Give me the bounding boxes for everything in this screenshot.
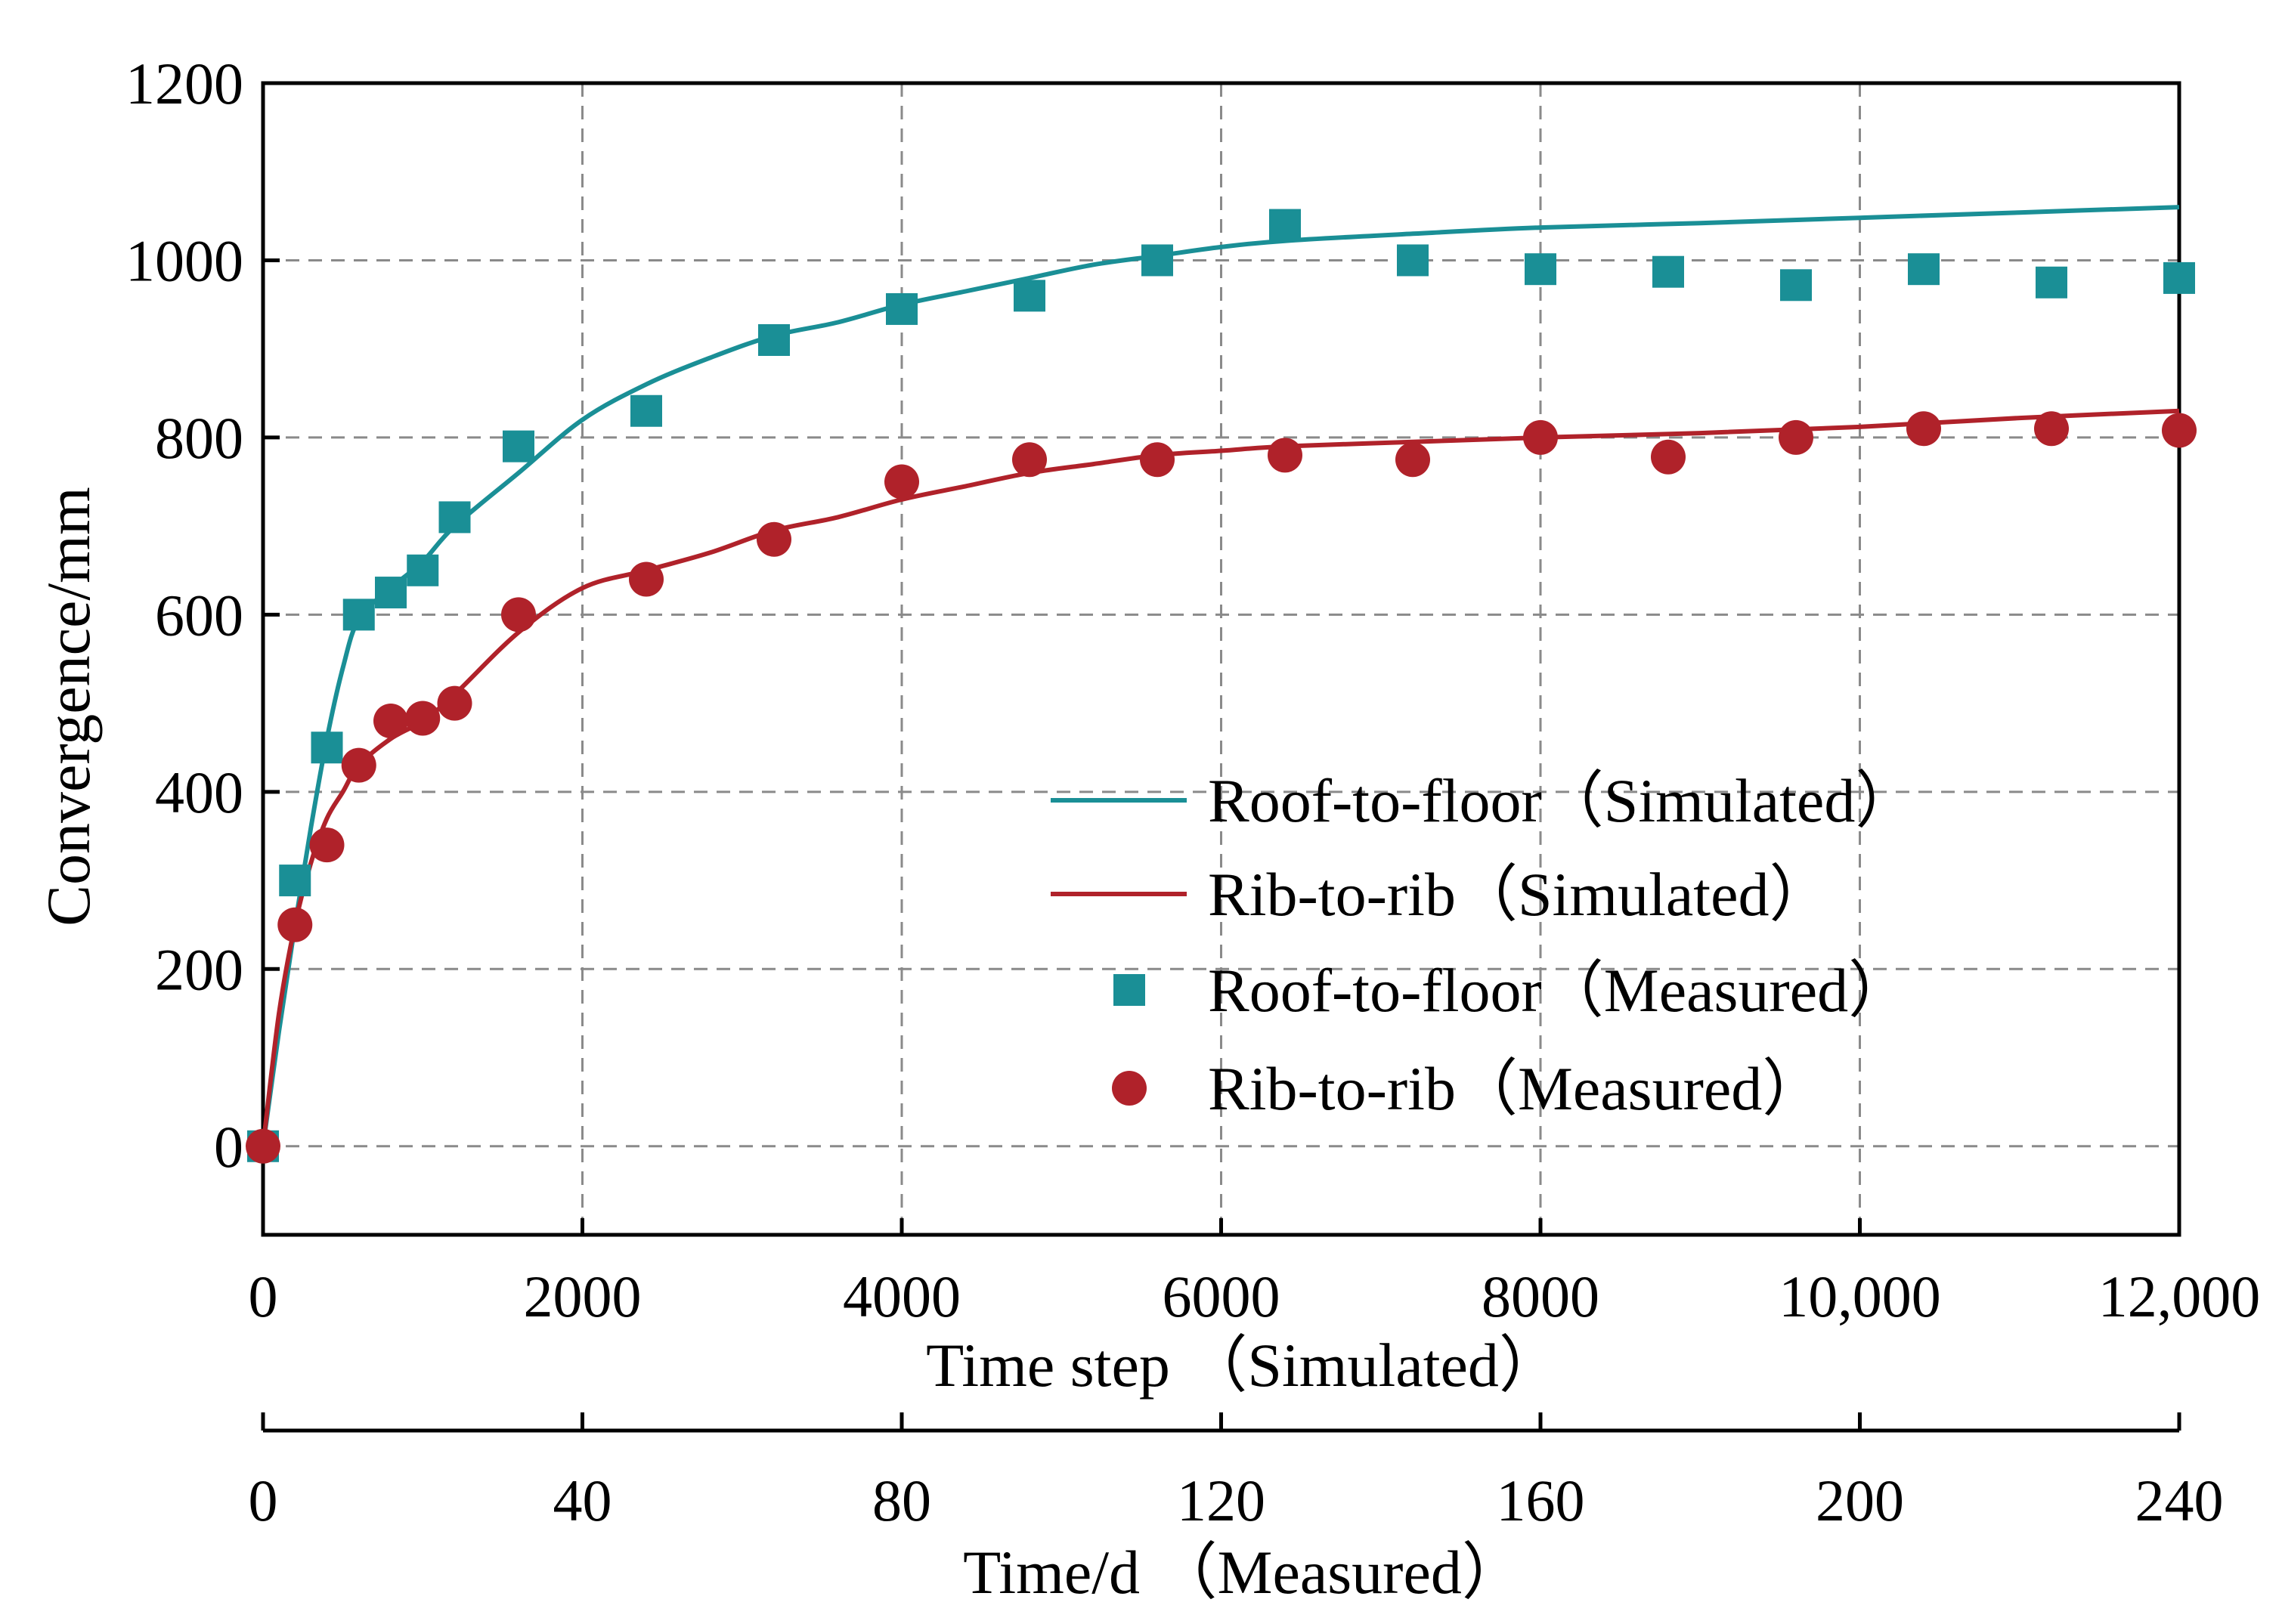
data-point-circle — [309, 827, 345, 863]
legend-label: Rib-to-rib（Measured） — [1208, 1054, 1824, 1123]
x-tick-label: 10,000 — [1779, 1264, 1941, 1329]
data-point-square — [1014, 280, 1045, 312]
data-point-circle — [1268, 438, 1302, 473]
x2-tick-label: 240 — [2135, 1468, 2224, 1533]
data-point-circle — [884, 464, 919, 500]
x2-tick-label: 120 — [1177, 1468, 1265, 1533]
data-point-square — [630, 394, 662, 427]
data-point-circle — [1779, 419, 1813, 455]
data-point-square — [1141, 244, 1173, 277]
series-group — [246, 205, 2197, 1164]
data-point-square — [2163, 261, 2195, 294]
data-point-circle — [341, 747, 376, 783]
x2-tick-label: 40 — [553, 1468, 612, 1533]
series-line — [261, 205, 2180, 1147]
x2-tick-label: 200 — [1816, 1468, 1904, 1533]
data-point-square — [886, 292, 918, 325]
data-point-circle — [2162, 413, 2197, 448]
data-point-circle — [405, 701, 441, 736]
legend-circle-swatch — [1112, 1071, 1147, 1106]
data-point-square — [311, 732, 343, 764]
x-tick-label: 6000 — [1163, 1264, 1280, 1329]
data-point-circle — [757, 521, 791, 557]
data-point-circle — [1906, 411, 1941, 447]
data-point-square — [1908, 253, 1940, 286]
data-point-circle — [501, 597, 536, 633]
legend-label: Roof-to-floor（Simulated） — [1208, 766, 1917, 835]
data-point-circle — [1651, 439, 1686, 475]
x-tick-label: 4000 — [843, 1264, 961, 1329]
data-point-circle — [1523, 419, 1558, 455]
y-tick-label: 600 — [155, 582, 243, 648]
x-tick-label: 8000 — [1482, 1264, 1599, 1329]
y-axis: 0 200 400 600 800 1000 1200 — [125, 51, 280, 1180]
y-tick-label: 400 — [155, 759, 243, 825]
x-axis-secondary-title: Time/d （Measured） — [963, 1538, 1524, 1607]
data-point-circle — [373, 704, 408, 739]
data-point-square — [503, 430, 534, 462]
data-point-square — [1652, 255, 1684, 288]
data-point-circle — [437, 685, 472, 721]
x-axis-primary: 0 2000 4000 6000 8000 10,000 12,000 — [249, 1218, 2261, 1329]
data-point-square — [758, 323, 790, 356]
x-tick-label: 2000 — [524, 1264, 642, 1329]
x-axis-secondary: 0 40 80 120 160 200 240 — [249, 1412, 2224, 1533]
x-axis-primary-title: Time step （Simulated） — [926, 1331, 1561, 1400]
data-point-square — [438, 501, 471, 534]
data-point-square — [279, 865, 311, 897]
y-tick-label: 800 — [155, 405, 243, 471]
data-point-circle — [1140, 442, 1175, 478]
data-point-square — [1397, 244, 1429, 277]
x2-tick-label: 0 — [249, 1468, 278, 1533]
y-tick-label: 1200 — [125, 51, 243, 116]
legend-label: Rib-to-rib（Simulated） — [1208, 860, 1831, 929]
y-axis-title: Convergence/mm — [34, 487, 103, 926]
legend-label: Roof-to-floor（Measured） — [1208, 956, 1910, 1025]
y-tick-label: 200 — [155, 936, 243, 1002]
x2-tick-label: 160 — [1497, 1468, 1585, 1533]
data-point-square — [1269, 209, 1301, 241]
y-tick-label: 1000 — [125, 227, 243, 293]
data-point-circle — [277, 907, 313, 942]
x-tick-label: 12,000 — [2098, 1264, 2261, 1329]
data-point-circle — [1395, 442, 1430, 478]
legend-square-swatch — [1113, 974, 1145, 1006]
data-point-circle — [2034, 411, 2069, 447]
data-point-square — [407, 554, 439, 586]
x2-tick-label: 80 — [872, 1468, 931, 1533]
data-point-square — [342, 599, 375, 631]
series-line — [261, 408, 2180, 1147]
y-tick-label: 0 — [214, 1114, 243, 1180]
grid-lines — [263, 83, 2179, 1235]
data-point-circle — [629, 561, 664, 597]
legend: Roof-to-floor（Simulated） Rib-to-rib（Simul… — [1051, 766, 1917, 1123]
data-point-square — [375, 577, 407, 609]
data-point-square — [1780, 269, 1812, 302]
data-point-square — [2036, 266, 2067, 299]
data-point-circle — [246, 1128, 280, 1164]
data-point-square — [1525, 253, 1556, 286]
data-point-circle — [1012, 442, 1047, 478]
x-tick-label: 0 — [249, 1264, 278, 1329]
